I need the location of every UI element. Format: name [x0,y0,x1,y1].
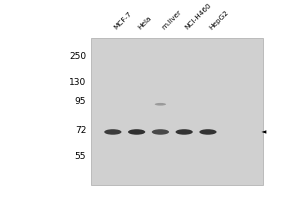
Ellipse shape [199,129,217,135]
Text: MCF-7: MCF-7 [113,10,133,31]
Text: 55: 55 [75,152,86,161]
Ellipse shape [176,129,193,135]
Ellipse shape [155,103,166,106]
Ellipse shape [152,129,169,135]
Text: NCI-H460: NCI-H460 [184,2,213,31]
Text: Hela: Hela [136,15,152,31]
Text: 250: 250 [69,52,86,61]
Ellipse shape [128,129,145,135]
Text: HepG2: HepG2 [208,9,230,31]
Text: 95: 95 [75,97,86,106]
Text: 72: 72 [75,126,86,135]
Polygon shape [262,130,266,134]
FancyBboxPatch shape [91,38,263,185]
Text: m.liver: m.liver [160,9,182,31]
Text: 130: 130 [69,78,86,87]
Ellipse shape [104,129,122,135]
